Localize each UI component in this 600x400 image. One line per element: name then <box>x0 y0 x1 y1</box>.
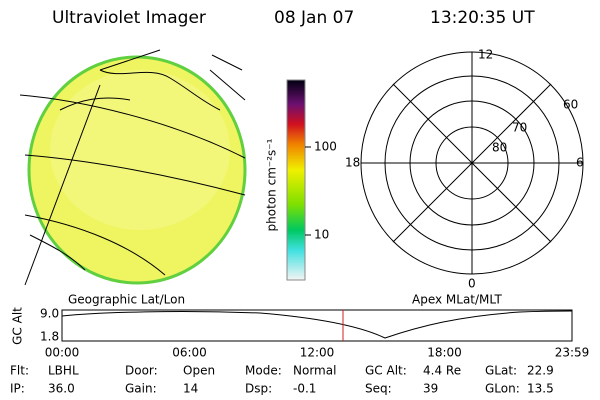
time-label: 06:00 <box>172 346 207 360</box>
field-value: Normal <box>293 364 336 378</box>
time: 13:20:35 UT <box>430 8 535 28</box>
field-label: Seq: <box>365 382 392 396</box>
field-label: IP: <box>10 382 25 396</box>
field-label: Dsp: <box>245 382 272 396</box>
footer: Flt: LBHL Door: Open Mode: Normal GC Alt: 4.4 R… <box>10 364 554 396</box>
polar-labels: 12 60 70 80 18 6 0 <box>345 48 584 291</box>
polar-label: 6 <box>576 156 584 170</box>
earth-image <box>19 49 247 286</box>
field-value: 36.0 <box>48 382 75 396</box>
header: Ultraviolet Imager 08 Jan 07 13:20:35 UT <box>52 8 535 28</box>
field-label: GC Alt: <box>365 364 407 378</box>
field-label: Mode: <box>245 364 282 378</box>
polar-label: 70 <box>512 121 527 135</box>
polar-label: 12 <box>478 48 493 62</box>
field-value: 39 <box>423 382 438 396</box>
time-label: 18:00 <box>427 346 462 360</box>
colorbar-tick: 100 <box>314 140 337 154</box>
field-value: -0.1 <box>293 382 316 396</box>
polar-label: 0 <box>468 277 476 291</box>
altitude-plot: GC Alt 9.0 1.8 <box>11 307 573 345</box>
field-value: 4.4 Re <box>423 364 461 378</box>
field-value: 14 <box>183 382 198 396</box>
colorbar: 100 10 photon cm⁻²s⁻¹ <box>265 79 337 281</box>
time-label: 12:00 <box>300 346 335 360</box>
polar-label: 18 <box>345 156 360 170</box>
title: Ultraviolet Imager <box>52 8 206 28</box>
field-label: Flt: <box>10 364 29 378</box>
polar-plot <box>360 51 584 275</box>
field-label: GLat: <box>485 364 517 378</box>
panel-label: Geographic Lat/Lon <box>68 293 185 307</box>
panel-label: Apex MLat/MLT <box>412 293 502 307</box>
field-label: GLon: <box>485 382 520 396</box>
y-tick-label: 1.8 <box>40 330 59 344</box>
time-label: 23:59 <box>555 346 590 360</box>
field-value: Open <box>183 364 215 378</box>
field-value: 22.9 <box>527 364 554 378</box>
y-tick-label: 9.0 <box>40 307 59 321</box>
colorbar-label: photon cm⁻²s⁻¹ <box>265 138 279 231</box>
time-axis: 00:00 06:00 12:00 18:00 23:59 <box>45 346 590 360</box>
polar-label: 60 <box>563 98 578 112</box>
colorbar-tick: 10 <box>314 228 329 242</box>
field-value: 13.5 <box>527 382 554 396</box>
polar-label: 80 <box>492 141 507 155</box>
field-value: LBHL <box>48 364 79 378</box>
time-label: 00:00 <box>45 346 80 360</box>
axis-label: GC Alt <box>11 307 25 345</box>
field-label: Door: <box>125 364 158 378</box>
date: 08 Jan 07 <box>274 8 354 28</box>
field-label: Gain: <box>125 382 157 396</box>
